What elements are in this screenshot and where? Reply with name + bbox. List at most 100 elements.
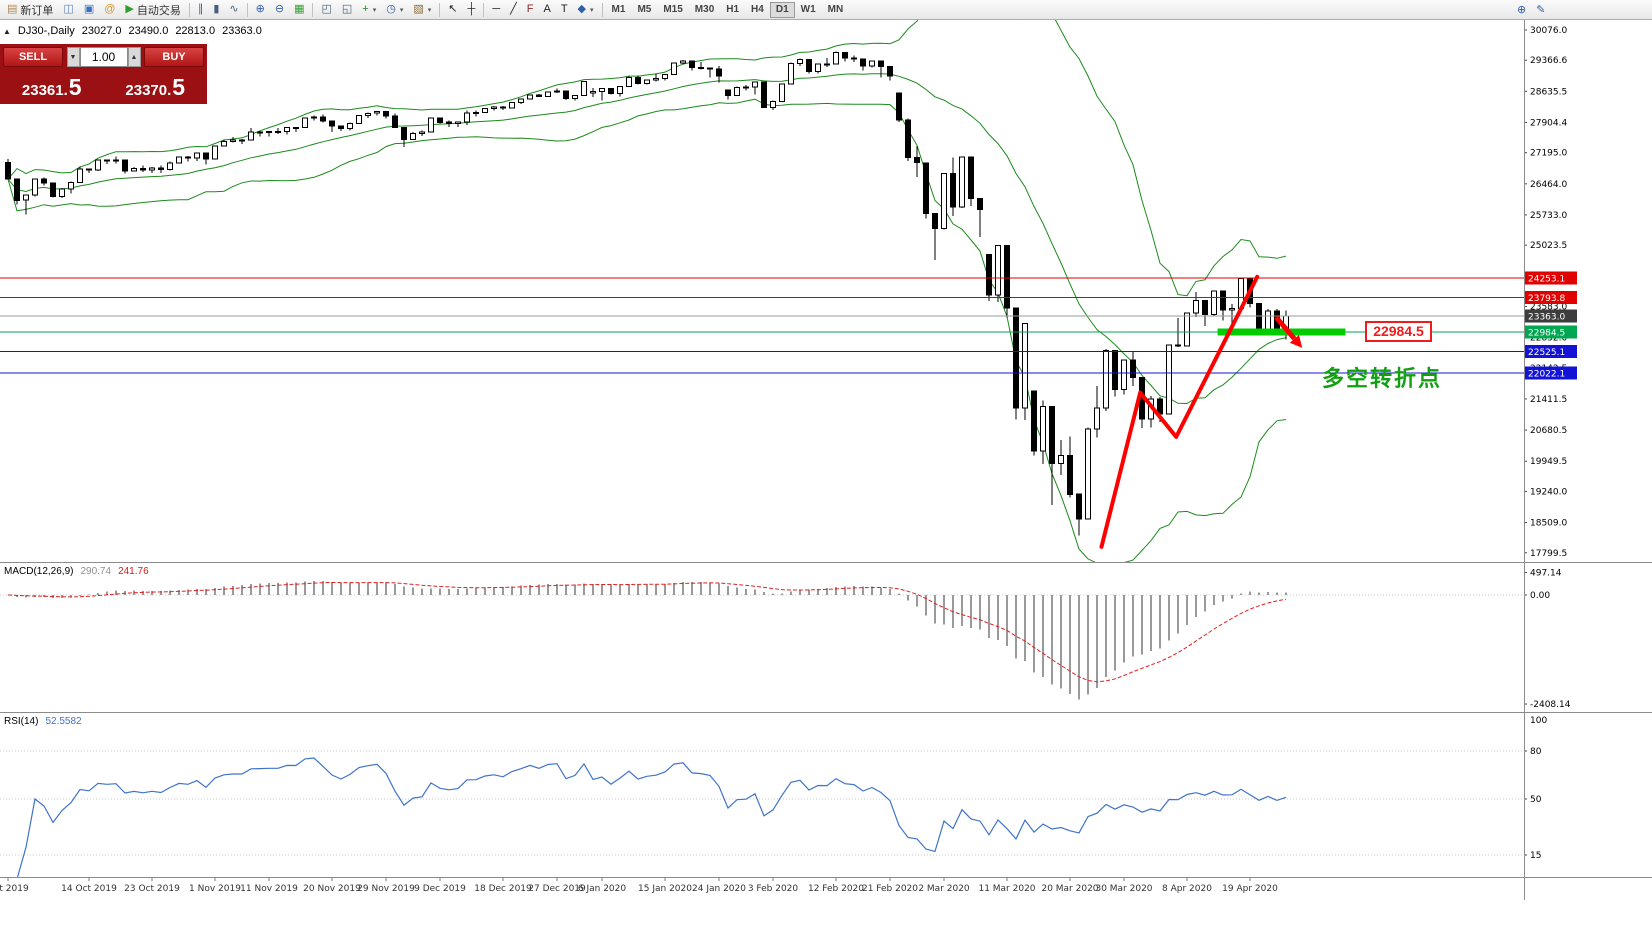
- ohlc-close: 23363.0: [222, 25, 262, 37]
- timeframe-d1-button[interactable]: D1: [769, 1, 795, 18]
- tile-windows-button[interactable]: ▦: [289, 1, 309, 19]
- turning-point-note[interactable]: 多空转折点: [1322, 365, 1443, 391]
- toolbar-separator: [188, 2, 190, 17]
- text-label-button[interactable]: T: [556, 1, 573, 19]
- indicators-button[interactable]: + ▾: [357, 1, 381, 19]
- time-axis[interactable]: Oct 2019 14 Oct 2019 23 Oct 2019 1 Nov 2019…: [0, 878, 1652, 900]
- rsi-panel[interactable]: 80 50 15 100: [0, 713, 1652, 878]
- time-axis-labels[interactable]: Oct 2019 14 Oct 2019 23 Oct 2019 1 Nov 2019…: [0, 878, 1278, 894]
- auto-trading-button-label: 自动交易: [136, 4, 181, 17]
- macd-main-value: 290.74: [80, 566, 112, 577]
- bar-chart-mode-button[interactable]: ∥: [193, 1, 209, 19]
- svg-text:24253.1: 24253.1: [1528, 274, 1565, 284]
- rsi-value: 52.5582: [45, 716, 82, 727]
- cursor-icon: ↖: [448, 3, 458, 15]
- periods-button[interactable]: ◷ ▾: [381, 1, 408, 19]
- svg-text:21 Feb 2020: 21 Feb 2020: [862, 884, 918, 894]
- timeframe-w1-button[interactable]: W1: [800, 4, 816, 15]
- horizontal-line-button[interactable]: ─: [487, 1, 505, 19]
- zigzag-trendline: [1099, 274, 1260, 549]
- svg-text:29366.6: 29366.6: [1530, 56, 1567, 66]
- zoom-in-button[interactable]: ⊕: [251, 1, 270, 19]
- bar-chart-mode-icon: ∥: [197, 3, 204, 15]
- buy-price[interactable]: 23370. 5: [125, 73, 186, 100]
- new-order-button[interactable]: ▤ 新订单: [2, 1, 58, 19]
- macd-histogram: [16, 581, 1287, 700]
- svg-text:22984.5: 22984.5: [1528, 328, 1565, 338]
- timeframe-h4-button[interactable]: H4: [751, 4, 764, 15]
- terminal-button[interactable]: ◱: [337, 1, 357, 19]
- svg-text:22022.1: 22022.1: [1528, 369, 1565, 379]
- edit-button[interactable]: ✎: [1531, 1, 1550, 19]
- horizontal-lines[interactable]: 24253.1 23793.8 22984.5 22525.1 22022.1 23363…: [0, 271, 1577, 380]
- templates-button[interactable]: ▧ ▾: [408, 1, 436, 19]
- lot-input[interactable]: 1.00: [79, 47, 128, 67]
- toolbar-group-chart-modes: ∥ ▮ ∿: [193, 0, 244, 19]
- toolbar-group-trade: ▤ 新订单 ◫ ▣ @ ▶ 自动交易: [2, 0, 186, 19]
- svg-text:22525.1: 22525.1: [1528, 348, 1565, 358]
- accounts-button[interactable]: ▣: [79, 1, 99, 19]
- price-callout-label[interactable]: 22984.5: [1365, 320, 1432, 342]
- svg-text:30 Mar 2020: 30 Mar 2020: [1095, 884, 1152, 894]
- svg-text:497.14: 497.14: [1530, 568, 1562, 578]
- buy-button[interactable]: BUY: [144, 47, 204, 67]
- svg-text:24 Jan 2020: 24 Jan 2020: [692, 884, 746, 894]
- svg-text:21411.5: 21411.5: [1530, 395, 1567, 405]
- candles[interactable]: [5, 51, 1289, 536]
- timeframe-m5-button[interactable]: M5: [637, 4, 652, 15]
- charts-grid-icon: ◫: [63, 3, 74, 15]
- svg-text:1 Nov 2019: 1 Nov 2019: [189, 884, 241, 894]
- line-chart-mode-button[interactable]: ∿: [224, 1, 243, 19]
- macd-signal-line: [7, 581, 1287, 683]
- svg-text:9 Dec 2019: 9 Dec 2019: [414, 884, 466, 894]
- text-button[interactable]: A: [538, 1, 555, 19]
- magnifier-button[interactable]: ⊕: [1512, 1, 1531, 19]
- rsi-line: [16, 757, 1287, 878]
- new-order-icon: ▤: [7, 3, 18, 15]
- toolbar-group-objects: ─ ╱ F A T ◆ ▾: [487, 0, 598, 19]
- timeframe-m30-button[interactable]: M30: [694, 4, 715, 15]
- timeframe-mn-button[interactable]: MN: [827, 4, 844, 15]
- lot-decrease-button[interactable]: ▼: [66, 47, 80, 67]
- svg-text:3 Feb 2020: 3 Feb 2020: [748, 884, 799, 894]
- svg-text:17799.5: 17799.5: [1530, 549, 1567, 559]
- lot-increase-button[interactable]: ▲: [127, 47, 141, 67]
- macd-indicator-label: MACD(12,26,9) 290.74 241.76: [4, 566, 149, 577]
- strategy-tester-button[interactable]: ◰: [316, 1, 336, 19]
- toolbar: ▤ 新订单 ◫ ▣ @ ▶ 自动交易 ∥ ▮ ∿ ⊕ ⊖ ▦ ◰ ◱ + ▾ ◷ ▾ ▧ ▾ ↖ ┼ ─ ╱ F A T ◆ ▾ M1 M5 M…: [0, 0, 1652, 20]
- chart-window[interactable]: 30076.0 29366.6 28635.5 27904.4 27195.0 26464…: [0, 20, 1652, 946]
- shapes-icon: ◆: [577, 3, 587, 15]
- fibonacci-button[interactable]: F: [522, 1, 539, 19]
- candlestick-mode-button[interactable]: ▮: [208, 1, 224, 19]
- cursor-button[interactable]: ↖: [443, 1, 462, 19]
- timeframe-m1-button[interactable]: M1: [611, 4, 626, 15]
- ohlc-high: 23490.0: [128, 25, 169, 37]
- periods-icon: ◷: [386, 3, 396, 15]
- auto-trading-button[interactable]: ▶ 自动交易: [120, 1, 185, 19]
- svg-text:23583.0: 23583.0: [1530, 302, 1567, 312]
- shapes-button[interactable]: ◆ ▾: [573, 1, 599, 19]
- timeframe-m15-button[interactable]: M15: [663, 4, 683, 15]
- templates-icon: ▧: [413, 3, 424, 15]
- lot-control: ▼ 1.00 ▲: [66, 47, 141, 67]
- crosshair-button[interactable]: ┼: [463, 1, 481, 19]
- charts-grid-button[interactable]: ◫: [58, 1, 78, 19]
- ohlc-low: 22813.0: [175, 25, 216, 37]
- strategy-tester-icon: ◰: [321, 3, 332, 15]
- timeframe-h1-button[interactable]: H1: [726, 4, 740, 15]
- trade-panel-expander-icon[interactable]: ▲: [3, 26, 11, 36]
- sell-button[interactable]: SELL: [3, 47, 63, 67]
- candlestick-mode-icon: ▮: [213, 3, 220, 15]
- trendline-button[interactable]: ╱: [505, 1, 522, 19]
- main-chart-canvas[interactable]: 30076.0 29366.6 28635.5 27904.4 27195.0 26464…: [0, 20, 1652, 563]
- terminal-icon: ◱: [341, 3, 353, 15]
- tile-windows-icon: ▦: [294, 3, 305, 15]
- zoom-out-button[interactable]: ⊖: [270, 1, 289, 19]
- community-button[interactable]: @: [99, 1, 120, 19]
- trendline-icon: ╱: [510, 3, 517, 15]
- chart-annotations[interactable]: [1099, 274, 1346, 549]
- sell-price[interactable]: 23361. 5: [21, 73, 82, 100]
- horizontal-line-icon: ─: [492, 3, 501, 15]
- svg-text:15: 15: [1530, 851, 1541, 861]
- macd-panel[interactable]: 497.14 0.00 -2408.14: [0, 563, 1652, 713]
